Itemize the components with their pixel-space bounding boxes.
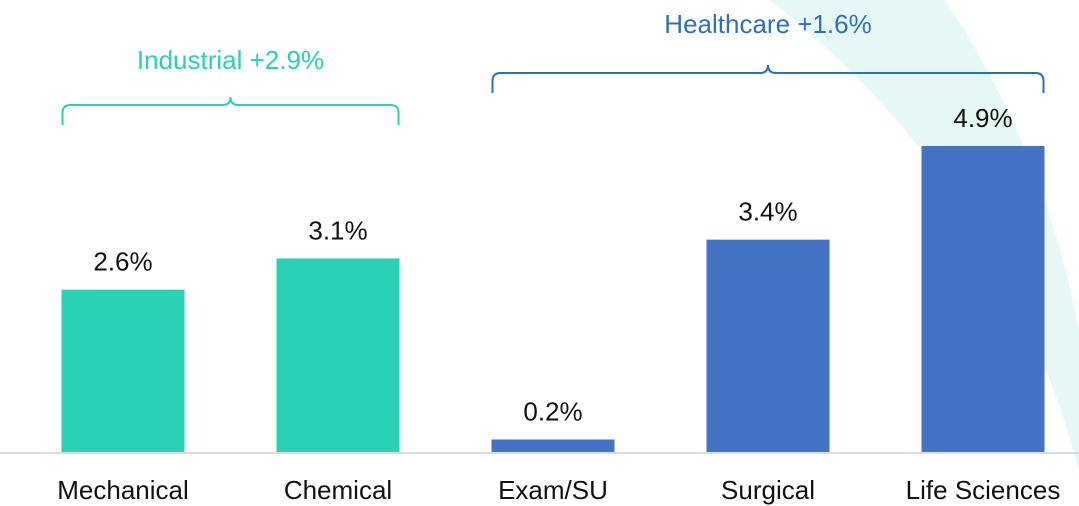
category-label: Chemical [284,475,392,505]
category-label: Exam/SU [498,475,608,505]
background-swoosh [770,0,1079,470]
category-label: Life Sciences [906,475,1061,505]
group-label: Healthcare +1.6% [664,9,871,39]
value-label: 2.6% [93,247,152,277]
bar [491,439,615,452]
value-label: 3.4% [738,197,797,227]
value-label: 0.2% [523,396,582,426]
bar [276,258,400,452]
group-label: Industrial +2.9% [137,45,324,75]
group-bracket [61,96,400,125]
bar [921,146,1045,452]
group-bracket [491,64,1045,93]
bar [706,239,830,452]
category-label: Surgical [721,475,815,505]
value-label: 3.1% [308,215,367,245]
bar [61,289,185,452]
value-label: 4.9% [953,103,1012,133]
category-label: Mechanical [57,475,189,505]
